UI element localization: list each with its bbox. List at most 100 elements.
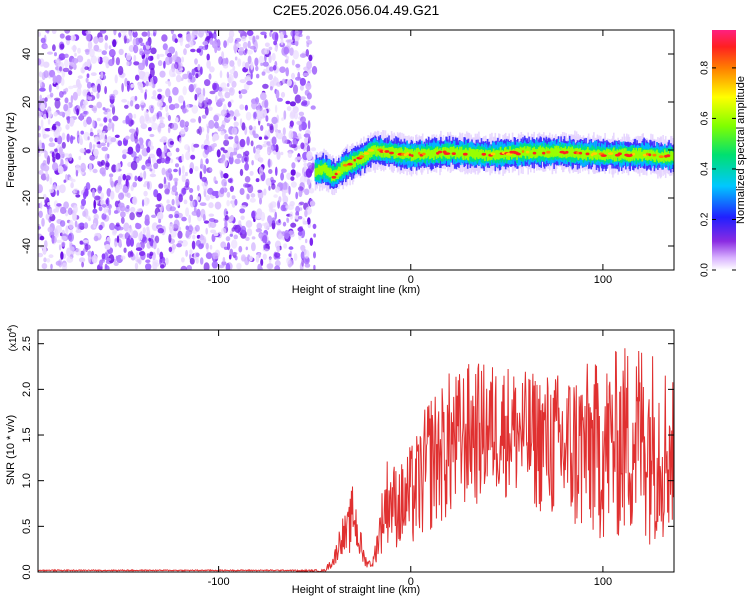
noise-speckle <box>69 135 74 144</box>
noise-speckle <box>55 225 62 234</box>
noise-speckle <box>145 259 151 264</box>
noise-speckle <box>287 151 293 159</box>
noise-speckle <box>174 38 178 44</box>
noise-speckle <box>61 262 68 270</box>
noise-speckle <box>275 122 278 130</box>
snr-xtick-label: 0 <box>408 576 414 588</box>
noise-speckle <box>160 136 168 143</box>
noise-speckle <box>109 222 115 231</box>
noise-speckle <box>58 111 66 117</box>
noise-speckle <box>290 176 295 182</box>
noise-speckle <box>160 264 165 269</box>
noise-speckle <box>227 136 234 140</box>
noise-speckle <box>72 91 78 101</box>
noise-speckle <box>309 237 314 246</box>
noise-speckle <box>156 100 163 108</box>
noise-speckle <box>108 59 114 67</box>
noise-speckle <box>288 230 295 235</box>
signal-peak <box>408 153 412 157</box>
noise-speckle <box>132 196 138 206</box>
signal-band-cell <box>474 151 477 160</box>
noise-speckle <box>290 47 294 56</box>
noise-speckle <box>269 66 274 72</box>
colorbar-tick-label: 0.4 <box>700 162 711 176</box>
signal-peak <box>532 151 537 155</box>
signal-band-cell <box>431 149 433 158</box>
noise-speckle <box>209 90 216 95</box>
noise-speckle <box>262 235 268 244</box>
signal-peak <box>363 152 370 155</box>
noise-speckle <box>247 55 252 65</box>
noise-speckle <box>238 94 243 99</box>
noise-speckle <box>172 54 177 61</box>
noise-speckle <box>143 49 151 55</box>
noise-speckle <box>243 151 246 157</box>
noise-speckle <box>258 55 265 64</box>
noise-speckle <box>205 252 213 260</box>
noise-speckle <box>298 189 303 198</box>
noise-speckle <box>263 244 266 251</box>
signal-band-cell <box>548 150 550 158</box>
noise-speckle <box>208 202 214 209</box>
noise-speckle <box>266 122 270 127</box>
noise-speckle <box>108 45 112 50</box>
noise-speckle <box>60 235 68 241</box>
noise-speckle <box>135 251 139 262</box>
noise-speckle <box>270 30 273 33</box>
noise-speckle <box>239 208 246 214</box>
noise-speckle <box>238 90 241 95</box>
signal-band-cell <box>472 149 475 157</box>
noise-speckle <box>295 171 299 179</box>
noise-speckle <box>62 67 70 73</box>
noise-speckle <box>80 250 85 256</box>
noise-speckle <box>105 257 112 262</box>
noise-speckle <box>101 146 108 152</box>
noise-speckle <box>85 77 89 83</box>
noise-speckle <box>38 71 43 78</box>
noise-speckle <box>255 35 260 40</box>
noise-speckle <box>168 246 173 253</box>
noise-speckle <box>144 110 149 119</box>
noise-speckle <box>218 97 225 103</box>
noise-speckle <box>122 149 129 155</box>
noise-speckle <box>308 54 313 62</box>
signal-band-cell <box>670 151 673 161</box>
noise-speckle <box>150 47 157 55</box>
noise-speckle <box>44 150 48 159</box>
noise-speckle <box>202 213 206 222</box>
noise-speckle <box>167 52 172 58</box>
noise-speckle <box>193 206 197 213</box>
noise-speckle <box>268 185 271 191</box>
noise-speckle <box>137 81 144 91</box>
noise-speckle <box>73 204 78 214</box>
noise-speckle <box>41 263 48 270</box>
noise-speckle <box>168 68 176 78</box>
noise-speckle <box>66 133 70 143</box>
noise-speckle <box>48 217 52 223</box>
noise-speckle <box>80 130 84 135</box>
noise-speckle <box>205 97 209 103</box>
noise-speckle <box>85 30 91 35</box>
noise-speckle <box>39 235 45 241</box>
noise-speckle <box>260 31 267 36</box>
noise-speckle <box>213 219 219 223</box>
noise-speckle <box>140 100 145 106</box>
noise-speckle <box>86 149 91 154</box>
noise-speckle <box>56 185 61 191</box>
noise-speckle <box>127 227 132 234</box>
noise-speckle <box>51 185 57 190</box>
noise-speckle <box>295 156 302 160</box>
noise-speckle <box>145 263 152 270</box>
noise-speckle <box>77 223 81 231</box>
noise-speckle <box>234 255 238 261</box>
noise-speckle <box>110 190 115 200</box>
noise-speckle <box>242 41 248 49</box>
noise-speckle <box>297 227 304 232</box>
noise-speckle <box>262 143 267 148</box>
signal-band-cell <box>389 147 392 155</box>
noise-speckle <box>240 215 245 221</box>
noise-speckle <box>156 211 164 221</box>
noise-speckle <box>233 121 239 127</box>
noise-speckle <box>141 76 149 81</box>
noise-speckle <box>168 223 175 231</box>
